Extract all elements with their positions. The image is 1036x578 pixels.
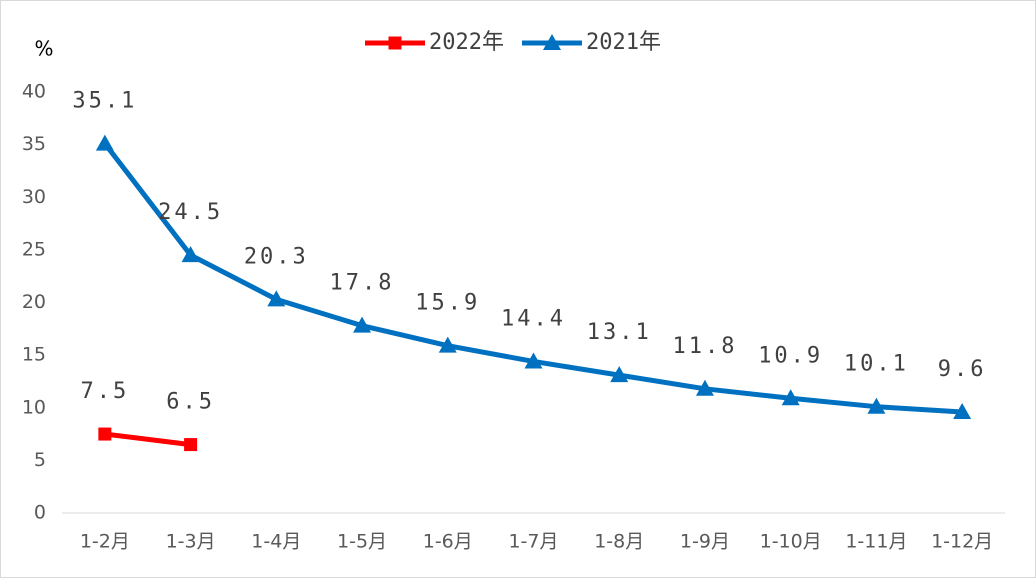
y-tick-label: 25: [22, 238, 46, 260]
data-label: 35.1: [72, 89, 137, 114]
data-point: [267, 290, 286, 307]
data-point: [867, 397, 886, 414]
data-point: [353, 316, 372, 333]
y-tick-label: 0: [34, 502, 46, 524]
legend-marker: [543, 34, 561, 50]
y-tick-label: 5: [34, 449, 46, 471]
data-label: 10.9: [758, 343, 823, 368]
x-tick-label: 1-4月: [251, 531, 301, 553]
x-tick-label: 1-2月: [80, 531, 130, 553]
y-tick-label: 10: [22, 396, 46, 418]
data-label: 6.5: [166, 390, 215, 415]
data-label: 10.1: [844, 352, 909, 377]
x-tick-label: 1-12月: [931, 531, 993, 553]
x-tick-label: 1-7月: [508, 531, 558, 553]
data-point: [524, 352, 543, 369]
data-label: 24.5: [158, 200, 223, 225]
data-label: 9.6: [938, 357, 987, 382]
data-point: [781, 389, 800, 406]
y-axis-label: %: [34, 37, 53, 61]
y-tick-label: 15: [22, 344, 46, 366]
data-point: [181, 246, 200, 263]
data-label: 14.4: [501, 306, 566, 331]
data-label: 11.8: [672, 334, 737, 359]
data-point: [184, 438, 198, 452]
data-point: [695, 379, 714, 396]
x-tick-label: 1-3月: [166, 531, 216, 553]
data-label: 20.3: [244, 244, 309, 269]
x-tick-label: 1-8月: [594, 531, 644, 553]
data-point: [98, 427, 112, 441]
data-label: 13.1: [587, 320, 652, 345]
data-point: [953, 402, 972, 419]
x-tick-label: 1-9月: [680, 531, 730, 553]
x-tick-label: 1-6月: [423, 531, 473, 553]
data-point: [438, 336, 457, 353]
data-label: 15.9: [415, 291, 480, 316]
y-tick-label: 20: [22, 291, 46, 313]
x-tick-label: 1-11月: [845, 531, 907, 553]
x-tick-label: 1-10月: [760, 531, 822, 553]
series-line: [104, 431, 191, 448]
legend-label: 2022年: [429, 30, 504, 55]
legend-marker: [388, 36, 402, 50]
x-tick-label: 1-5月: [337, 531, 387, 553]
y-tick-label: 30: [22, 186, 46, 208]
y-tick-label: 35: [22, 133, 46, 155]
data-label: 17.8: [330, 271, 395, 296]
y-tick-label: 40: [22, 81, 46, 103]
data-label: 7.5: [80, 379, 129, 404]
data-point: [95, 134, 114, 151]
legend-label: 2021年: [586, 30, 661, 55]
data-point: [610, 366, 629, 383]
